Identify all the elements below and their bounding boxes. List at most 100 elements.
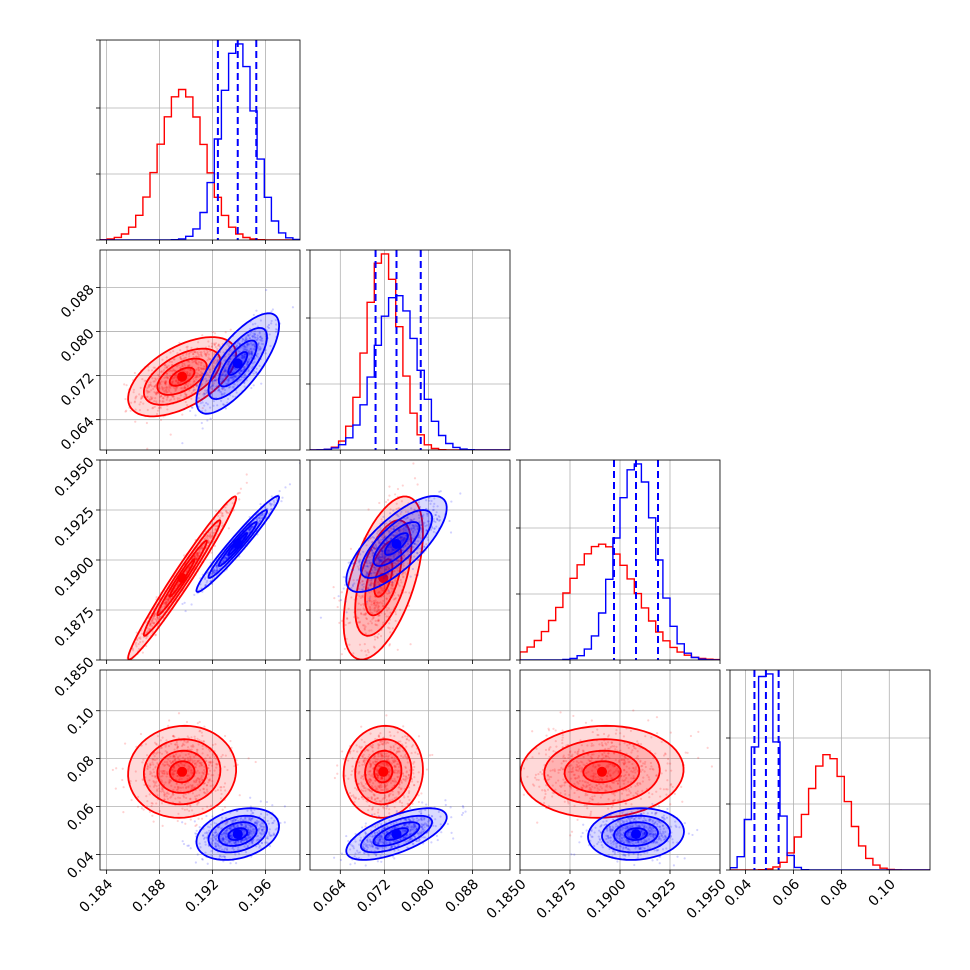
scatter-point (172, 788, 175, 791)
scatter-point (214, 342, 218, 345)
scatter-point (158, 399, 162, 403)
scatter-point (178, 341, 181, 344)
scatter-point (433, 527, 436, 530)
scatter-point (206, 350, 209, 353)
scatter-point (174, 753, 178, 756)
scatter-point (224, 369, 228, 372)
scatter-point (412, 525, 415, 528)
scatter-point (356, 579, 359, 582)
scatter-point (387, 567, 391, 570)
scatter-point (212, 774, 215, 777)
scatter-point (153, 613, 156, 617)
scatter-point (248, 529, 251, 532)
scatter-point (176, 788, 179, 791)
scatter-point (183, 764, 186, 767)
scatter-point (201, 752, 204, 755)
scatter-point (174, 743, 177, 746)
scatter-point (174, 389, 177, 393)
scatter-point (362, 566, 365, 569)
scatter-point (172, 773, 175, 776)
scatter-point (376, 558, 380, 561)
scatter-point (156, 616, 159, 619)
density-peak (177, 766, 188, 777)
scatter-point (192, 779, 196, 783)
scatter-point (161, 387, 164, 390)
scatter-point (373, 568, 377, 571)
scatter-point (350, 586, 353, 590)
scatter-point (389, 508, 392, 511)
density-contour (345, 495, 448, 593)
scatter-point (269, 504, 273, 507)
scatter-point (265, 800, 269, 804)
scatter-point (368, 552, 371, 555)
scatter-point (382, 594, 385, 598)
scatter-point (246, 343, 249, 346)
scatter-point (379, 556, 382, 559)
scatter-point (359, 608, 362, 611)
scatter-point (153, 399, 156, 403)
scatter-point (197, 817, 200, 820)
scatter-point (206, 537, 209, 540)
scatter-point (209, 387, 212, 390)
scatter-point (268, 333, 271, 336)
scatter-point (404, 528, 407, 531)
scatter-point (208, 756, 212, 759)
scatter-point (217, 386, 220, 389)
scatter-point (176, 819, 179, 823)
scatter-point (259, 800, 262, 803)
scatter-point (398, 528, 401, 532)
scatter-point (203, 392, 206, 396)
scatter-point (134, 770, 137, 773)
scatter-point (148, 628, 151, 631)
scatter-point (212, 360, 215, 363)
scatter-point (376, 624, 379, 627)
scatter-point (192, 381, 195, 384)
scatter-point (141, 761, 144, 764)
scatter-point (245, 348, 248, 351)
scatter-point (361, 624, 365, 627)
scatter-point (382, 559, 385, 562)
scatter-point (379, 531, 382, 534)
scatter-point (193, 379, 196, 383)
scatter-point (170, 784, 173, 787)
scatter-point (166, 797, 169, 800)
scatter-point (196, 556, 199, 559)
scatter-point (209, 784, 212, 788)
scatter-point (409, 518, 413, 522)
scatter-point (203, 725, 206, 728)
scatter-point (381, 554, 385, 558)
scatter-point (387, 592, 390, 595)
scatter-point (366, 562, 369, 565)
scatter-point (416, 551, 419, 555)
scatter-point (158, 787, 161, 790)
scatter-point (364, 613, 367, 617)
scatter-point (210, 342, 214, 345)
scatter-point (398, 584, 401, 587)
scatter-point (148, 773, 152, 776)
scatter-point (189, 771, 193, 774)
density-contour (207, 509, 268, 579)
scatter-point (199, 354, 203, 357)
scatter-point (250, 386, 253, 390)
scatter-point (404, 537, 407, 540)
scatter-point (150, 801, 153, 805)
scatter-point (376, 619, 379, 622)
scatter-point (387, 529, 391, 532)
scatter-point (148, 624, 151, 627)
scatter-point (351, 583, 355, 586)
scatter-point (203, 365, 207, 368)
scatter-point (372, 547, 376, 550)
scatter-point (233, 375, 236, 378)
scatter-point (229, 371, 232, 374)
scatter-point (246, 361, 250, 364)
scatter-point (194, 360, 197, 363)
scatter-point (218, 345, 222, 348)
scatter-point (243, 375, 246, 378)
scatter-point (150, 772, 153, 775)
scatter-point (166, 763, 170, 766)
scatter-point (398, 559, 401, 562)
scatter-point (206, 419, 209, 422)
scatter-point (399, 536, 402, 539)
scatter-point (140, 394, 143, 398)
scatter-point (165, 600, 168, 604)
